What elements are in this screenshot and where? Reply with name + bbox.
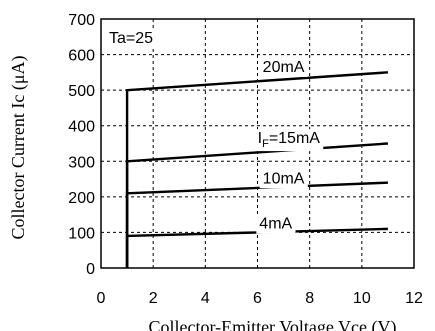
label-text: =15mA: [269, 130, 320, 147]
curve-label-text: IF=15mA: [258, 130, 321, 150]
curve-label: 4mA: [256, 214, 296, 234]
x-tick-label: 0: [97, 290, 106, 307]
curve-label-bg: [254, 129, 324, 152]
y-axis-title: Collector Current Ic (μA): [8, 55, 29, 239]
y-tick-label: 300: [68, 154, 95, 171]
y-tick-labels: 0 100 200 300 400 500 600 700: [68, 12, 95, 278]
curve-4mA: [125, 227, 388, 268]
y-tick-label: 500: [68, 83, 95, 100]
y-tick-label: 0: [86, 261, 95, 278]
x-tick-label: 8: [305, 290, 314, 307]
x-tick-label: 4: [201, 290, 210, 307]
curve-label-text: 20mA: [263, 59, 305, 76]
x-tick-labels: 0 2 4 6 8 10 12: [97, 290, 423, 307]
curve-label-bg: [259, 169, 308, 189]
condition-label: Ta=25: [109, 30, 153, 47]
curve-label-text: 4mA: [259, 215, 292, 232]
curve-label-bg: [259, 57, 308, 77]
condition-label-bg: [106, 29, 157, 48]
x-tick-label: 10: [353, 290, 371, 307]
curve-annotations: 20mA IF=15mA 10mA 4mA: [254, 57, 324, 234]
y-tick-label: 700: [68, 12, 95, 29]
y-tick-label: 400: [68, 119, 95, 136]
y-tick-label: 200: [68, 190, 95, 207]
x-tick-label: 12: [405, 290, 423, 307]
plot-frame: [100, 18, 415, 269]
curve-label: IF=15mA: [254, 129, 324, 152]
grid: [101, 19, 414, 268]
label-subscript: F: [262, 138, 269, 150]
curve-label-bg: [256, 214, 296, 234]
y-tick-label: 100: [68, 225, 95, 242]
label-prefix: I: [258, 130, 262, 147]
curve-label: 10mA: [259, 169, 308, 189]
x-tick-label: 6: [253, 290, 262, 307]
y-tick-label: 600: [68, 48, 95, 65]
curve-label-text: 10mA: [263, 170, 305, 187]
curve-label: 20mA: [259, 57, 308, 77]
x-axis-title: Collector-Emitter Voltage Vce (V): [148, 317, 396, 331]
x-tick-label: 2: [149, 290, 158, 307]
